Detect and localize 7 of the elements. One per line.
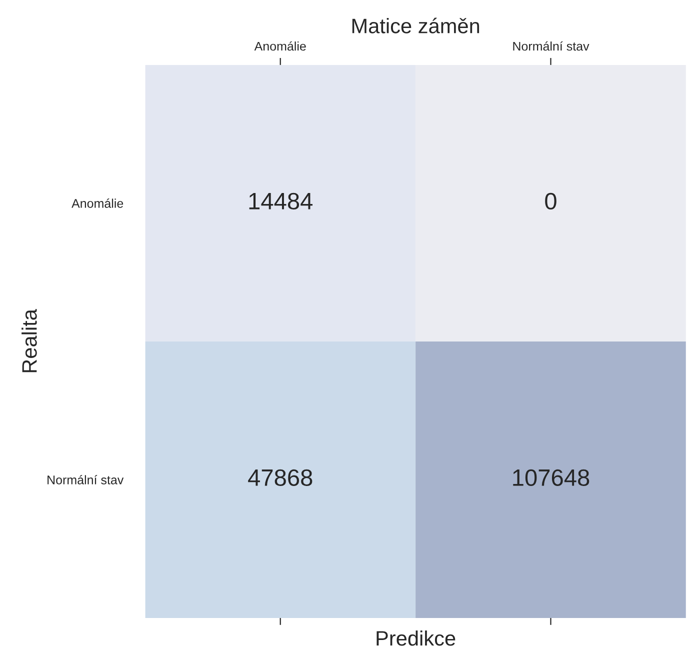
y-axis-title: Realita: [22, 309, 37, 372]
data-label: 47868: [248, 469, 312, 486]
data-label: 14484: [249, 192, 312, 210]
chart-title: Matice záměn: [352, 18, 480, 34]
x-axis-title: Predikce: [376, 630, 456, 646]
data-label: 107648: [513, 469, 590, 486]
data-label: 0: [545, 192, 556, 210]
